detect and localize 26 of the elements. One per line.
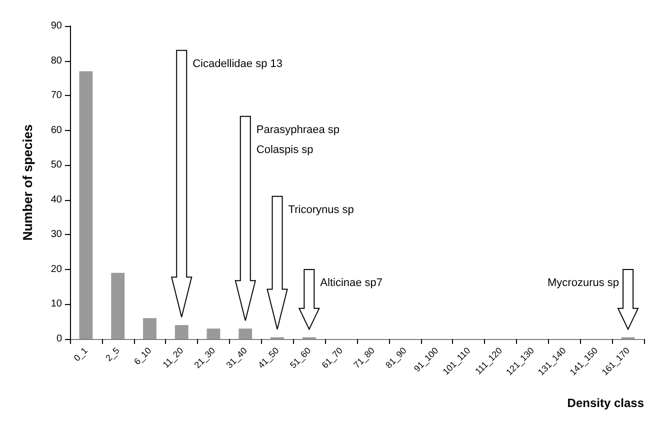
y-tick-label: 10 [50,298,62,310]
y-tick-label: 20 [50,264,62,275]
x-tick-label: 0_1 [72,345,90,364]
y-tick-label: 50 [50,160,62,171]
annotation: Mycrozurus sp [548,276,620,289]
y-tick-label: 80 [50,55,62,66]
y-tick-label: 90 [50,20,62,32]
bar [238,328,252,339]
annotation: Tricorynus sp [288,204,354,216]
y-tick-label: 60 [50,124,62,136]
bar [206,328,220,339]
y-tick-label: 40 [50,194,62,206]
annotation: Parasyphraea sp [256,124,340,136]
y-tick-label: 30 [50,229,62,240]
bar [111,272,125,339]
y-tick-label: 0 [56,334,62,344]
y-axis-title: Number of species [20,124,35,241]
bar [79,71,93,339]
y-tick-label: 70 [50,90,62,102]
annotation: Alticinae sp7 [320,276,383,289]
x-axis-title: Density class [567,396,644,410]
annotation: Colaspis sp [256,144,314,156]
bar [143,318,156,339]
annotation: Cicadellidae sp 13 [192,58,282,70]
bar [174,325,188,339]
x-tick-label: 2_5 [104,345,122,364]
